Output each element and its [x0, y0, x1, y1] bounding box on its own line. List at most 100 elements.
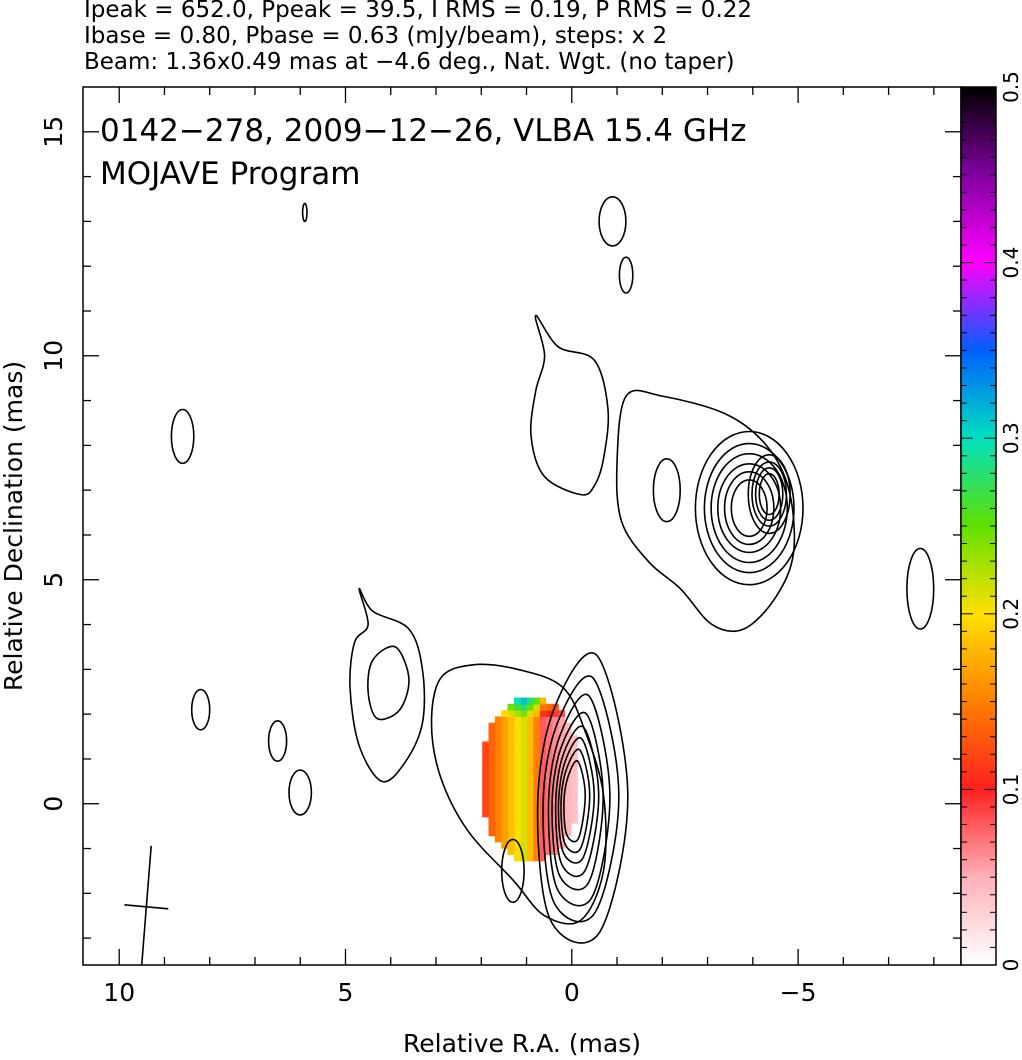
- pol-cell: [494, 747, 502, 755]
- pol-cell: [564, 785, 572, 793]
- pol-cell: [539, 722, 547, 730]
- pol-cell: [513, 841, 521, 849]
- pol-cell: [507, 816, 515, 824]
- pol-cell: [545, 848, 553, 855]
- pol-cell: [501, 735, 509, 743]
- pol-cell: [507, 741, 515, 749]
- pol-cell: [526, 760, 534, 768]
- pol-cell: [482, 766, 490, 774]
- pol-cell: [532, 722, 540, 730]
- contour-core-level-3: [547, 693, 611, 907]
- pol-cell: [551, 710, 559, 717]
- pol-cell: [488, 772, 496, 780]
- pol-cell: [494, 735, 502, 743]
- pol-cell: [545, 710, 553, 717]
- pol-cell: [539, 728, 547, 736]
- pol-cell: [494, 760, 502, 768]
- pol-cell: [520, 797, 528, 805]
- pol-cell: [532, 779, 540, 786]
- pol-cell: [526, 804, 534, 812]
- pol-cell: [488, 760, 496, 768]
- pol-cell: [488, 722, 496, 730]
- pol-cell: [513, 829, 521, 837]
- pol-cell: [532, 797, 540, 805]
- pol-cell: [507, 747, 515, 755]
- pol-cell: [507, 848, 515, 855]
- pol-cell: [482, 772, 490, 780]
- beam-minor-axis: [124, 904, 169, 910]
- pol-cell: [539, 710, 547, 717]
- pol-cell: [513, 791, 521, 799]
- pol-cell: [551, 722, 559, 730]
- pol-cell: [551, 728, 559, 736]
- pol-cell: [501, 728, 509, 736]
- colorbar-label: 0: [999, 959, 1022, 972]
- pol-cell: [558, 760, 566, 768]
- polarization-map: [482, 697, 578, 862]
- contour-jet-sub-5: [754, 467, 784, 522]
- pol-cell: [526, 791, 534, 799]
- pol-cell: [513, 747, 521, 755]
- pol-cell: [513, 816, 521, 824]
- pol-cell: [513, 854, 521, 862]
- pol-cell: [488, 804, 496, 812]
- pol-cell: [482, 741, 490, 749]
- pol-cell: [520, 716, 528, 724]
- pol-cell: [494, 741, 502, 749]
- pol-cell: [532, 823, 540, 830]
- pol-cell: [526, 754, 534, 761]
- pol-cell: [532, 710, 540, 717]
- pol-cell: [520, 848, 528, 855]
- pol-cell: [526, 841, 534, 849]
- pol-cell: [501, 766, 509, 774]
- pol-cell: [539, 754, 547, 761]
- pol-cell: [551, 835, 559, 843]
- chart-subtitle: MOJAVE Program: [100, 156, 360, 192]
- pol-cell: [532, 703, 540, 711]
- pol-cell: [513, 804, 521, 812]
- pol-cell: [488, 785, 496, 793]
- contour-jet-sub-4: [751, 461, 788, 527]
- colorbar-label: 0.5: [999, 71, 1022, 103]
- x-tick-label: 5: [338, 978, 354, 1007]
- pol-cell: [539, 772, 547, 780]
- contour-jet-sub-3: [747, 454, 791, 535]
- pol-cell: [526, 722, 534, 730]
- pol-cell: [513, 823, 521, 830]
- pol-cell: [564, 747, 572, 755]
- pol-cell: [558, 716, 566, 724]
- contour-jet-level-5: [723, 471, 775, 546]
- pol-cell: [482, 754, 490, 761]
- pol-cell: [494, 797, 502, 805]
- noise-contour: [906, 547, 935, 630]
- pol-cell: [526, 829, 534, 837]
- pol-cell: [551, 829, 559, 837]
- pol-cell: [570, 804, 578, 812]
- pol-cell: [494, 785, 502, 793]
- pol-cell: [488, 816, 496, 824]
- pol-cell: [532, 848, 540, 855]
- pol-cell: [513, 741, 521, 749]
- noise-contour: [301, 202, 308, 223]
- pol-cell: [520, 697, 528, 705]
- contour-jet-level-2: [703, 442, 795, 574]
- pol-cell: [501, 741, 509, 749]
- header-line-3: Beam: 1.36x0.49 mas at −4.6 deg., Nat. W…: [84, 49, 735, 75]
- pol-cell: [551, 741, 559, 749]
- pol-cell: [520, 766, 528, 774]
- pol-cell: [513, 797, 521, 805]
- pol-cell: [532, 791, 540, 799]
- pol-cell: [532, 716, 540, 724]
- pol-cell: [564, 797, 572, 805]
- noise-contour: [652, 458, 681, 523]
- pol-cell: [507, 779, 515, 786]
- y-tick-label: 5: [39, 572, 68, 588]
- colorbar-label: 0.2: [999, 598, 1022, 630]
- pol-cell: [501, 785, 509, 793]
- pol-cell: [570, 797, 578, 805]
- colorbar-label: 0.3: [999, 422, 1022, 454]
- pol-cell: [520, 760, 528, 768]
- pol-cell: [507, 841, 515, 849]
- contour-core-level-6: [557, 736, 596, 864]
